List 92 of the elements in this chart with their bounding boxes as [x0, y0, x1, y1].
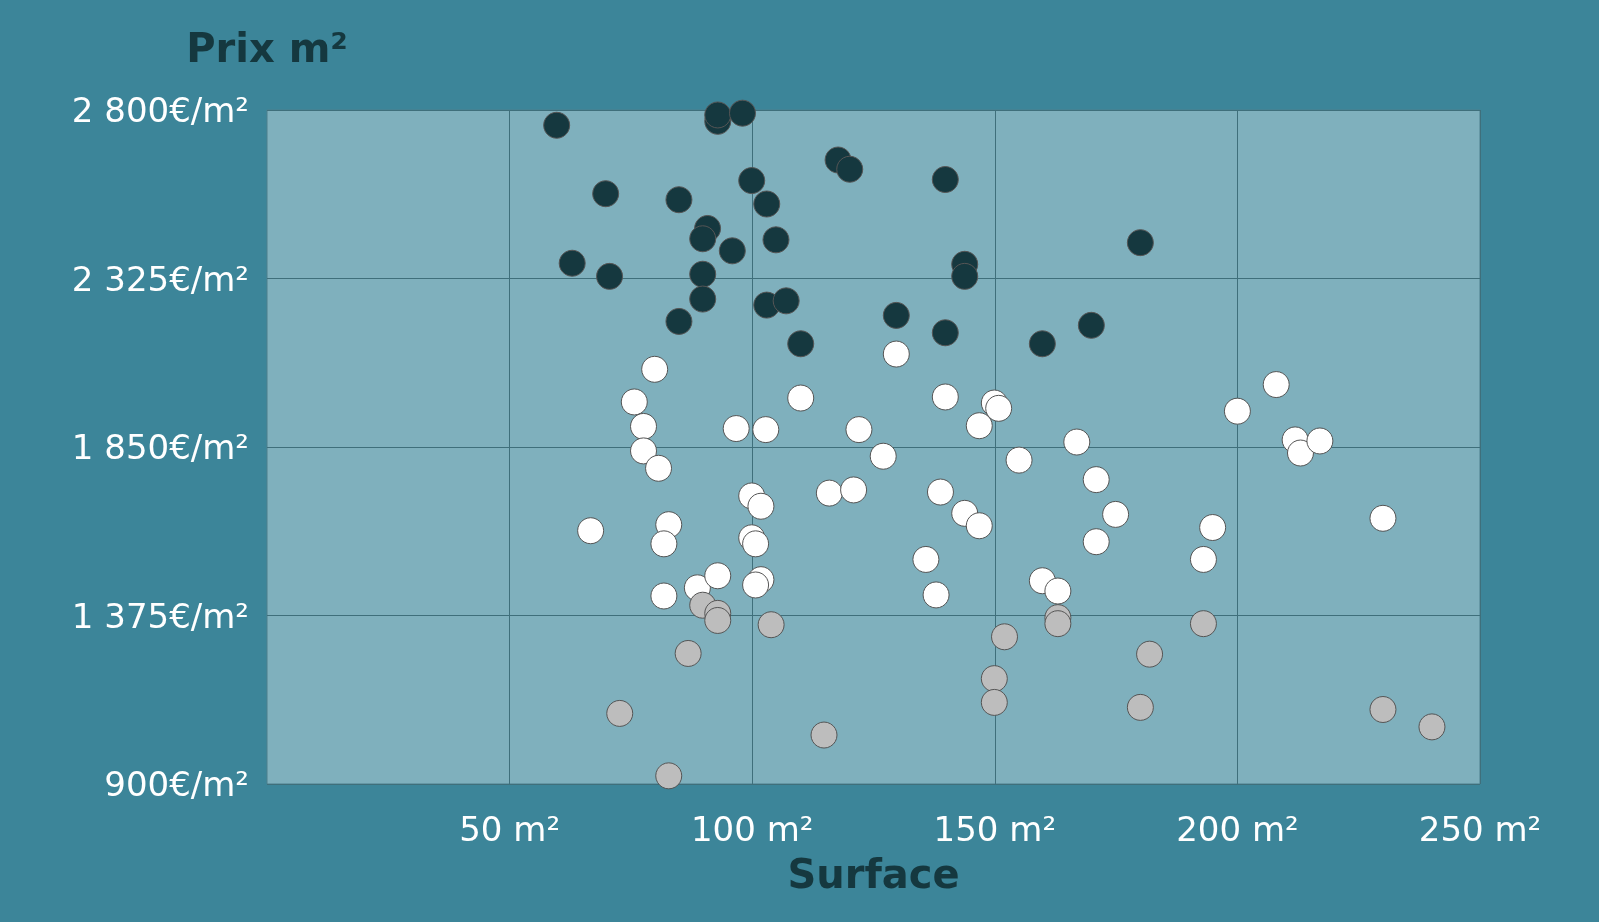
point	[1063, 428, 1091, 456]
point	[665, 186, 693, 214]
point	[1126, 693, 1154, 721]
point	[592, 180, 620, 208]
point	[815, 479, 843, 507]
point	[596, 262, 624, 290]
point	[965, 412, 993, 440]
point	[577, 517, 605, 545]
point	[689, 285, 717, 313]
point	[762, 226, 790, 254]
point	[1306, 427, 1334, 455]
point	[650, 582, 678, 610]
point	[738, 167, 766, 195]
x-tick-label: 200 m²	[1176, 809, 1299, 849]
point	[689, 260, 717, 288]
x-tick-label: 250 m²	[1418, 809, 1542, 849]
point	[1028, 330, 1056, 358]
point	[951, 262, 979, 290]
point	[655, 762, 683, 790]
point	[704, 101, 732, 129]
y-tick-label: 2 325€/m²	[71, 258, 249, 299]
point	[787, 384, 815, 412]
point	[1005, 446, 1033, 474]
point	[742, 571, 770, 599]
point	[810, 721, 838, 749]
x-tick-label: 100 m²	[690, 809, 814, 849]
point	[722, 415, 750, 443]
point	[645, 454, 673, 482]
point	[1082, 528, 1110, 556]
point	[1199, 514, 1227, 542]
point	[931, 383, 959, 411]
point	[922, 581, 950, 609]
point	[772, 287, 800, 315]
y-tick-label: 2 800€/m²	[71, 90, 249, 130]
point	[991, 623, 1018, 651]
point	[926, 478, 954, 506]
y-axis-title: Prix m²	[186, 25, 348, 71]
point	[980, 688, 1008, 716]
point	[752, 416, 780, 444]
y-tick-label: 1 375€/m²	[71, 595, 249, 636]
point	[558, 249, 586, 277]
point	[1287, 439, 1314, 467]
point	[1082, 466, 1110, 494]
point	[1262, 371, 1290, 399]
point	[840, 476, 868, 504]
point	[650, 530, 678, 558]
point	[1077, 311, 1105, 339]
point	[665, 307, 693, 335]
point	[1044, 577, 1072, 605]
point	[753, 190, 781, 218]
point	[912, 545, 940, 573]
point	[1189, 545, 1217, 573]
point	[1418, 713, 1446, 741]
point	[757, 611, 785, 639]
point	[980, 665, 1008, 693]
point	[742, 530, 770, 558]
point	[787, 330, 815, 358]
point	[606, 699, 634, 727]
point	[1102, 500, 1130, 528]
y-tick-label: 900€/m²	[104, 764, 249, 804]
point	[747, 492, 775, 520]
point	[630, 412, 658, 440]
x-axis-title: Surface	[787, 851, 960, 897]
point	[718, 237, 746, 265]
point	[869, 442, 897, 470]
point	[620, 388, 648, 416]
point	[674, 639, 702, 667]
point	[729, 99, 756, 127]
point	[1223, 397, 1251, 425]
point	[543, 111, 571, 139]
point	[931, 166, 959, 194]
point	[845, 416, 873, 444]
x-tick-label: 50 m²	[459, 809, 561, 849]
point	[630, 437, 658, 465]
point	[704, 606, 732, 634]
point	[1044, 610, 1072, 638]
point	[882, 340, 910, 368]
point	[704, 562, 732, 590]
point	[985, 394, 1013, 422]
point	[882, 301, 910, 329]
point	[689, 225, 717, 253]
point	[931, 319, 959, 347]
point	[1369, 504, 1397, 532]
point	[836, 155, 864, 183]
point	[1136, 640, 1164, 668]
point	[1126, 229, 1154, 257]
point	[1189, 610, 1217, 638]
x-tick-label: 150 m²	[933, 809, 1057, 849]
point	[1369, 696, 1397, 723]
point	[641, 355, 669, 383]
y-tick-label: 1 850€/m²	[71, 427, 249, 467]
point	[965, 512, 993, 540]
